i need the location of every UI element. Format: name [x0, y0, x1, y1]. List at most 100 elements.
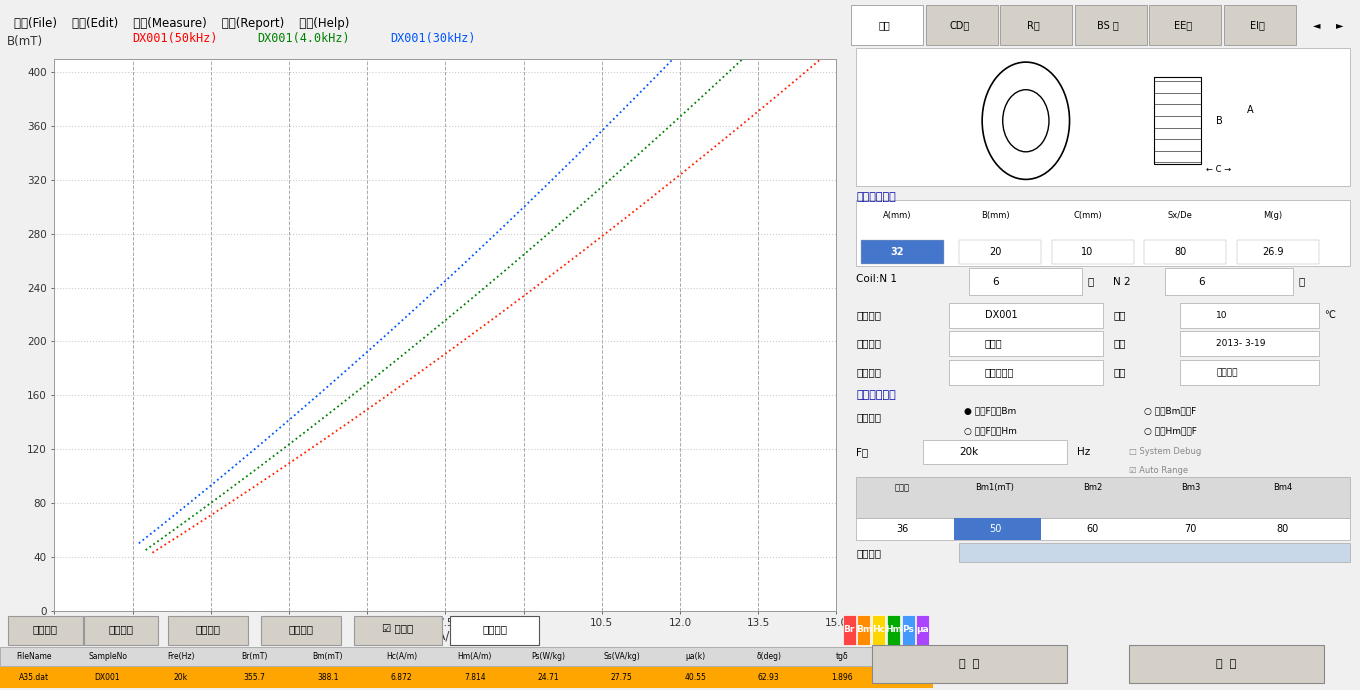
FancyBboxPatch shape — [1149, 5, 1221, 45]
Text: 环型: 环型 — [879, 20, 891, 30]
FancyBboxPatch shape — [1051, 240, 1134, 264]
Text: 70: 70 — [1185, 524, 1197, 533]
Text: 取  消: 取 消 — [1216, 660, 1236, 669]
Text: 388.1: 388.1 — [317, 673, 339, 682]
FancyBboxPatch shape — [1000, 5, 1072, 45]
Text: B: B — [1216, 116, 1223, 126]
Text: 6: 6 — [993, 277, 1000, 286]
Text: Hm(A/m): Hm(A/m) — [458, 652, 492, 661]
Text: Hz: Hz — [1077, 447, 1091, 457]
Text: Bm1(mT): Bm1(mT) — [975, 483, 1015, 493]
FancyBboxPatch shape — [949, 303, 1103, 328]
Text: 36: 36 — [896, 524, 908, 533]
Text: ℃: ℃ — [1325, 310, 1336, 320]
FancyBboxPatch shape — [1180, 331, 1319, 356]
Text: ← C →: ← C → — [1206, 164, 1231, 174]
FancyBboxPatch shape — [1180, 360, 1319, 385]
Text: ☑ Auto Range: ☑ Auto Range — [1129, 466, 1187, 475]
Text: ● 固定F设定Bm: ● 固定F设定Bm — [964, 406, 1016, 415]
Text: Fre(Hz): Fre(Hz) — [167, 652, 194, 661]
Text: Coil:N 1: Coil:N 1 — [857, 275, 898, 284]
FancyBboxPatch shape — [857, 518, 1349, 540]
Text: 备注: 备注 — [1114, 368, 1126, 377]
Text: FileName: FileName — [16, 652, 52, 661]
Text: N 2: N 2 — [1114, 277, 1132, 286]
Text: DX001(30kHz): DX001(30kHz) — [390, 32, 476, 45]
Text: 20: 20 — [989, 247, 1001, 257]
FancyBboxPatch shape — [959, 543, 1349, 562]
Text: ☑ 组成簇: ☑ 组成簇 — [382, 624, 413, 634]
Text: 采样波形: 采样波形 — [33, 624, 58, 634]
Text: ○ 固定Hm设定F: ○ 固定Hm设定F — [1144, 426, 1197, 436]
Text: 测试参数输入: 测试参数输入 — [857, 390, 896, 400]
Text: 20k: 20k — [959, 447, 978, 457]
FancyBboxPatch shape — [1236, 240, 1319, 264]
Text: 40.55: 40.55 — [684, 673, 706, 682]
Text: 6: 6 — [1198, 277, 1205, 286]
Text: 日期: 日期 — [1114, 339, 1126, 348]
Text: 磁滞回线: 磁滞回线 — [109, 624, 133, 634]
FancyBboxPatch shape — [261, 615, 341, 645]
FancyBboxPatch shape — [970, 268, 1083, 295]
FancyBboxPatch shape — [949, 331, 1103, 356]
FancyBboxPatch shape — [857, 200, 1349, 266]
FancyBboxPatch shape — [0, 667, 933, 688]
FancyBboxPatch shape — [872, 615, 885, 645]
FancyBboxPatch shape — [1164, 268, 1293, 295]
FancyBboxPatch shape — [169, 615, 249, 645]
FancyBboxPatch shape — [8, 615, 83, 645]
FancyBboxPatch shape — [1224, 5, 1296, 45]
FancyBboxPatch shape — [857, 615, 870, 645]
FancyBboxPatch shape — [917, 615, 929, 645]
Text: SampleNo: SampleNo — [88, 652, 126, 661]
Text: Ps: Ps — [902, 625, 914, 634]
Text: 7.814: 7.814 — [464, 673, 486, 682]
Text: M(g): M(g) — [1263, 210, 1282, 220]
Text: 50: 50 — [989, 524, 1001, 533]
Text: DX001(4.0kHz): DX001(4.0kHz) — [257, 32, 351, 45]
Text: DX001: DX001 — [985, 310, 1017, 320]
Text: μa: μa — [917, 625, 929, 634]
Text: Bm: Bm — [855, 625, 872, 634]
FancyBboxPatch shape — [923, 440, 1068, 464]
Text: 对比分析: 对比分析 — [481, 624, 507, 634]
FancyBboxPatch shape — [887, 615, 900, 645]
Text: ◄: ◄ — [1312, 20, 1321, 30]
Text: 材料名称: 材料名称 — [857, 339, 881, 348]
Text: BS 型: BS 型 — [1098, 20, 1119, 30]
Text: 6.872: 6.872 — [390, 673, 412, 682]
FancyBboxPatch shape — [902, 615, 915, 645]
Text: 24.71: 24.71 — [537, 673, 559, 682]
Text: 匝: 匝 — [1088, 277, 1093, 286]
Text: 60: 60 — [1087, 524, 1099, 533]
Text: Ps(W/kg): Ps(W/kg) — [532, 652, 566, 661]
Text: 操作人员: 操作人员 — [857, 368, 881, 377]
FancyBboxPatch shape — [1144, 240, 1227, 264]
Text: □ System Debug: □ System Debug — [1129, 447, 1201, 457]
Text: 80: 80 — [1174, 247, 1186, 257]
Y-axis label: B(mT): B(mT) — [7, 34, 42, 48]
Text: Bm3: Bm3 — [1180, 483, 1200, 493]
FancyBboxPatch shape — [861, 240, 944, 264]
Text: 62.93: 62.93 — [758, 673, 779, 682]
Text: 20k: 20k — [174, 673, 188, 682]
Text: 测  试: 测 试 — [959, 660, 979, 669]
Text: 26.9: 26.9 — [1262, 247, 1284, 257]
Text: Hm: Hm — [885, 625, 902, 634]
Text: 1.896: 1.896 — [831, 673, 853, 682]
Text: Br(mT): Br(mT) — [241, 652, 268, 661]
FancyBboxPatch shape — [857, 477, 1349, 518]
FancyBboxPatch shape — [851, 5, 923, 45]
Text: 2013- 3-19: 2013- 3-19 — [1216, 339, 1266, 348]
Text: Hc(A/m): Hc(A/m) — [386, 652, 418, 661]
FancyBboxPatch shape — [84, 615, 158, 645]
FancyBboxPatch shape — [354, 615, 442, 645]
FancyBboxPatch shape — [843, 615, 855, 645]
FancyBboxPatch shape — [857, 48, 1349, 186]
FancyBboxPatch shape — [1180, 303, 1319, 328]
X-axis label: H(A/m): H(A/m) — [424, 630, 466, 642]
FancyBboxPatch shape — [926, 5, 998, 45]
Text: 自动设置: 自动设置 — [857, 549, 881, 558]
Text: tgδ: tgδ — [836, 652, 849, 661]
Text: R型: R型 — [1027, 20, 1040, 30]
